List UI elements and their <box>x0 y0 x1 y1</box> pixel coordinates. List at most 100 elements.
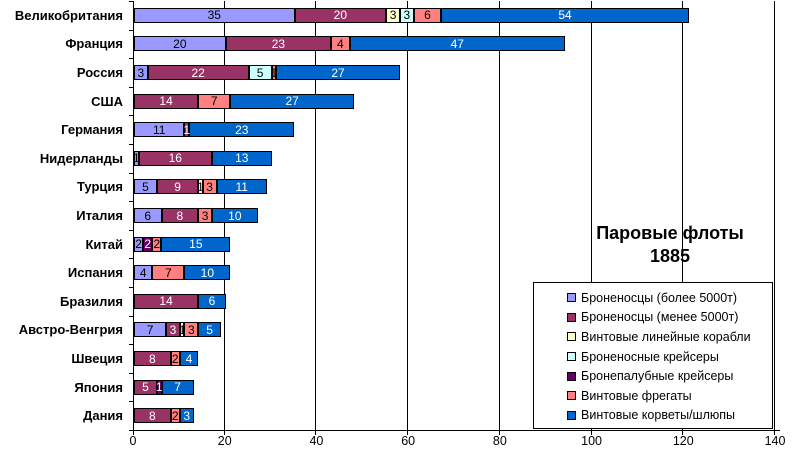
bar-segment-value: 27 <box>331 65 345 80</box>
category-label: Китай <box>85 236 123 252</box>
x-axis-tick <box>682 430 684 435</box>
bar-segment-value: 3 <box>183 408 191 423</box>
y-axis-tick <box>129 115 134 116</box>
bar-segment: 2 <box>143 236 153 252</box>
bar-segment-value: 3 <box>206 179 213 194</box>
bar-segment-value: 3 <box>201 208 209 223</box>
bar-segment: 3 <box>166 322 180 338</box>
bar-segment: 11 <box>134 122 185 138</box>
gridline <box>498 1 500 430</box>
bar-segment: 8 <box>134 408 171 424</box>
bar-segment: 5 <box>134 179 157 195</box>
bar-segment: 3 <box>134 65 148 80</box>
bar-segment: 1 <box>197 179 204 195</box>
bar-segment: 23 <box>225 36 332 52</box>
bar-segment: 27 <box>230 93 355 109</box>
legend-label: Бронепалубные крейсеры <box>581 369 734 384</box>
bar-segment-value: 7 <box>210 94 218 109</box>
category-label: США <box>91 93 123 109</box>
bar-segment-value: 54 <box>558 8 572 23</box>
bar-row: 3 22 5 1 27 <box>134 65 400 80</box>
x-axis-tick <box>590 430 592 435</box>
chart-title-line1: Паровые флоты <box>596 223 744 243</box>
bar-segment-value: 1 <box>178 322 186 337</box>
bar-segment-value: 8 <box>148 408 156 423</box>
chart-title: Паровые флоты 1885 <box>545 222 795 268</box>
bar-segment: 5 <box>248 65 272 80</box>
bar-row: 14 6 <box>134 293 226 309</box>
bar-segment-value: 14 <box>159 294 173 309</box>
legend-item: Винтовые фрегаты <box>567 386 772 406</box>
bar-segment: 35 <box>134 7 295 23</box>
bar-row: 6 8 3 10 <box>134 208 258 223</box>
bar-segment: 20 <box>294 7 387 23</box>
bar-segment-value: 3 <box>169 322 177 337</box>
bar-segment: 9 <box>156 179 199 195</box>
bar-row: 5 9 1 3 11 <box>134 179 267 195</box>
legend-label: Броненосные крейсеры <box>581 349 719 364</box>
legend-item: Броненосные крейсеры <box>567 347 772 367</box>
bar-segment: 20 <box>134 36 226 52</box>
bar-segment-value: 6 <box>424 8 431 23</box>
y-axis-tick <box>129 316 134 317</box>
bar-segment: 3 <box>202 179 217 195</box>
gridline <box>682 1 684 430</box>
category-label: Франция <box>65 36 123 52</box>
bar-segment-value: 8 <box>148 351 156 366</box>
bar-segment: 47 <box>349 36 566 52</box>
legend-item: Бронепалубные крейсеры <box>567 366 772 386</box>
y-axis-tick <box>129 87 134 88</box>
bar-segment-value: 14 <box>159 94 173 109</box>
bar-segment-value: 9 <box>174 179 181 194</box>
x-axis-tick <box>774 430 775 435</box>
bar-row: 2 2 2 15 <box>134 236 231 252</box>
x-tick-label: 80 <box>492 434 507 448</box>
bar-segment: 27 <box>276 65 400 80</box>
bar-segment: 16 <box>138 150 212 166</box>
bar-segment: 5 <box>198 322 222 338</box>
bar-segment-value: 23 <box>235 122 249 137</box>
bar-segment: 2 <box>152 236 162 252</box>
legend-color-swatch <box>567 352 576 362</box>
bar-row: 35 20 3 3 6 54 <box>134 7 689 23</box>
bar-segment-value: 7 <box>174 380 181 395</box>
y-axis-tick <box>129 1 134 2</box>
bar-segment-value: 3 <box>389 8 397 23</box>
category-label: Япония <box>74 379 123 395</box>
bar-segment-value: 27 <box>285 94 299 109</box>
gridline <box>407 1 409 430</box>
legend-label: Броненосцы (более 5000т) <box>581 290 738 305</box>
bar-row: 1 16 13 <box>133 150 272 166</box>
bar-segment: 8 <box>161 208 199 223</box>
legend-item: Винтовые корветы/шлюпы <box>567 406 772 426</box>
category-label: Бразилия <box>60 293 123 309</box>
legend: Броненосцы (более 5000т) Броненосцы (мене… <box>533 282 773 429</box>
bar-segment: 4 <box>134 265 153 281</box>
bar-segment-value: 6 <box>208 294 216 309</box>
gridline <box>590 1 592 430</box>
bar-segment-value: 8 <box>176 208 184 223</box>
bar-segment: 4 <box>331 36 350 52</box>
bar-segment-value: 1 <box>197 179 204 194</box>
bar-segment: 1 <box>183 122 190 138</box>
bar-segment: 14 <box>134 93 199 109</box>
bar-segment-value: 13 <box>235 151 249 166</box>
bar-segment: 11 <box>216 179 267 195</box>
y-axis-tick <box>129 144 134 145</box>
legend-item: Броненосцы (менее 5000т) <box>567 308 772 328</box>
bar-row: 4 7 10 <box>134 265 231 281</box>
bar-segment-value: 16 <box>168 151 182 166</box>
y-axis-tick <box>129 344 134 345</box>
bar-segment: 3 <box>198 208 212 223</box>
bar-segment-value: 7 <box>146 322 154 337</box>
bar-segment-value: 10 <box>200 265 215 280</box>
x-tick-label: 60 <box>401 434 416 448</box>
bar-segment-value: 23 <box>271 36 286 51</box>
category-label: Германия <box>61 122 123 138</box>
bar-row: 11 1 23 <box>134 122 295 138</box>
bar-segment-value: 3 <box>187 322 195 337</box>
bar-segment: 2 <box>134 236 144 252</box>
category-label: Дания <box>83 408 123 424</box>
legend-item: Винтовые линейные корабли <box>567 327 772 347</box>
